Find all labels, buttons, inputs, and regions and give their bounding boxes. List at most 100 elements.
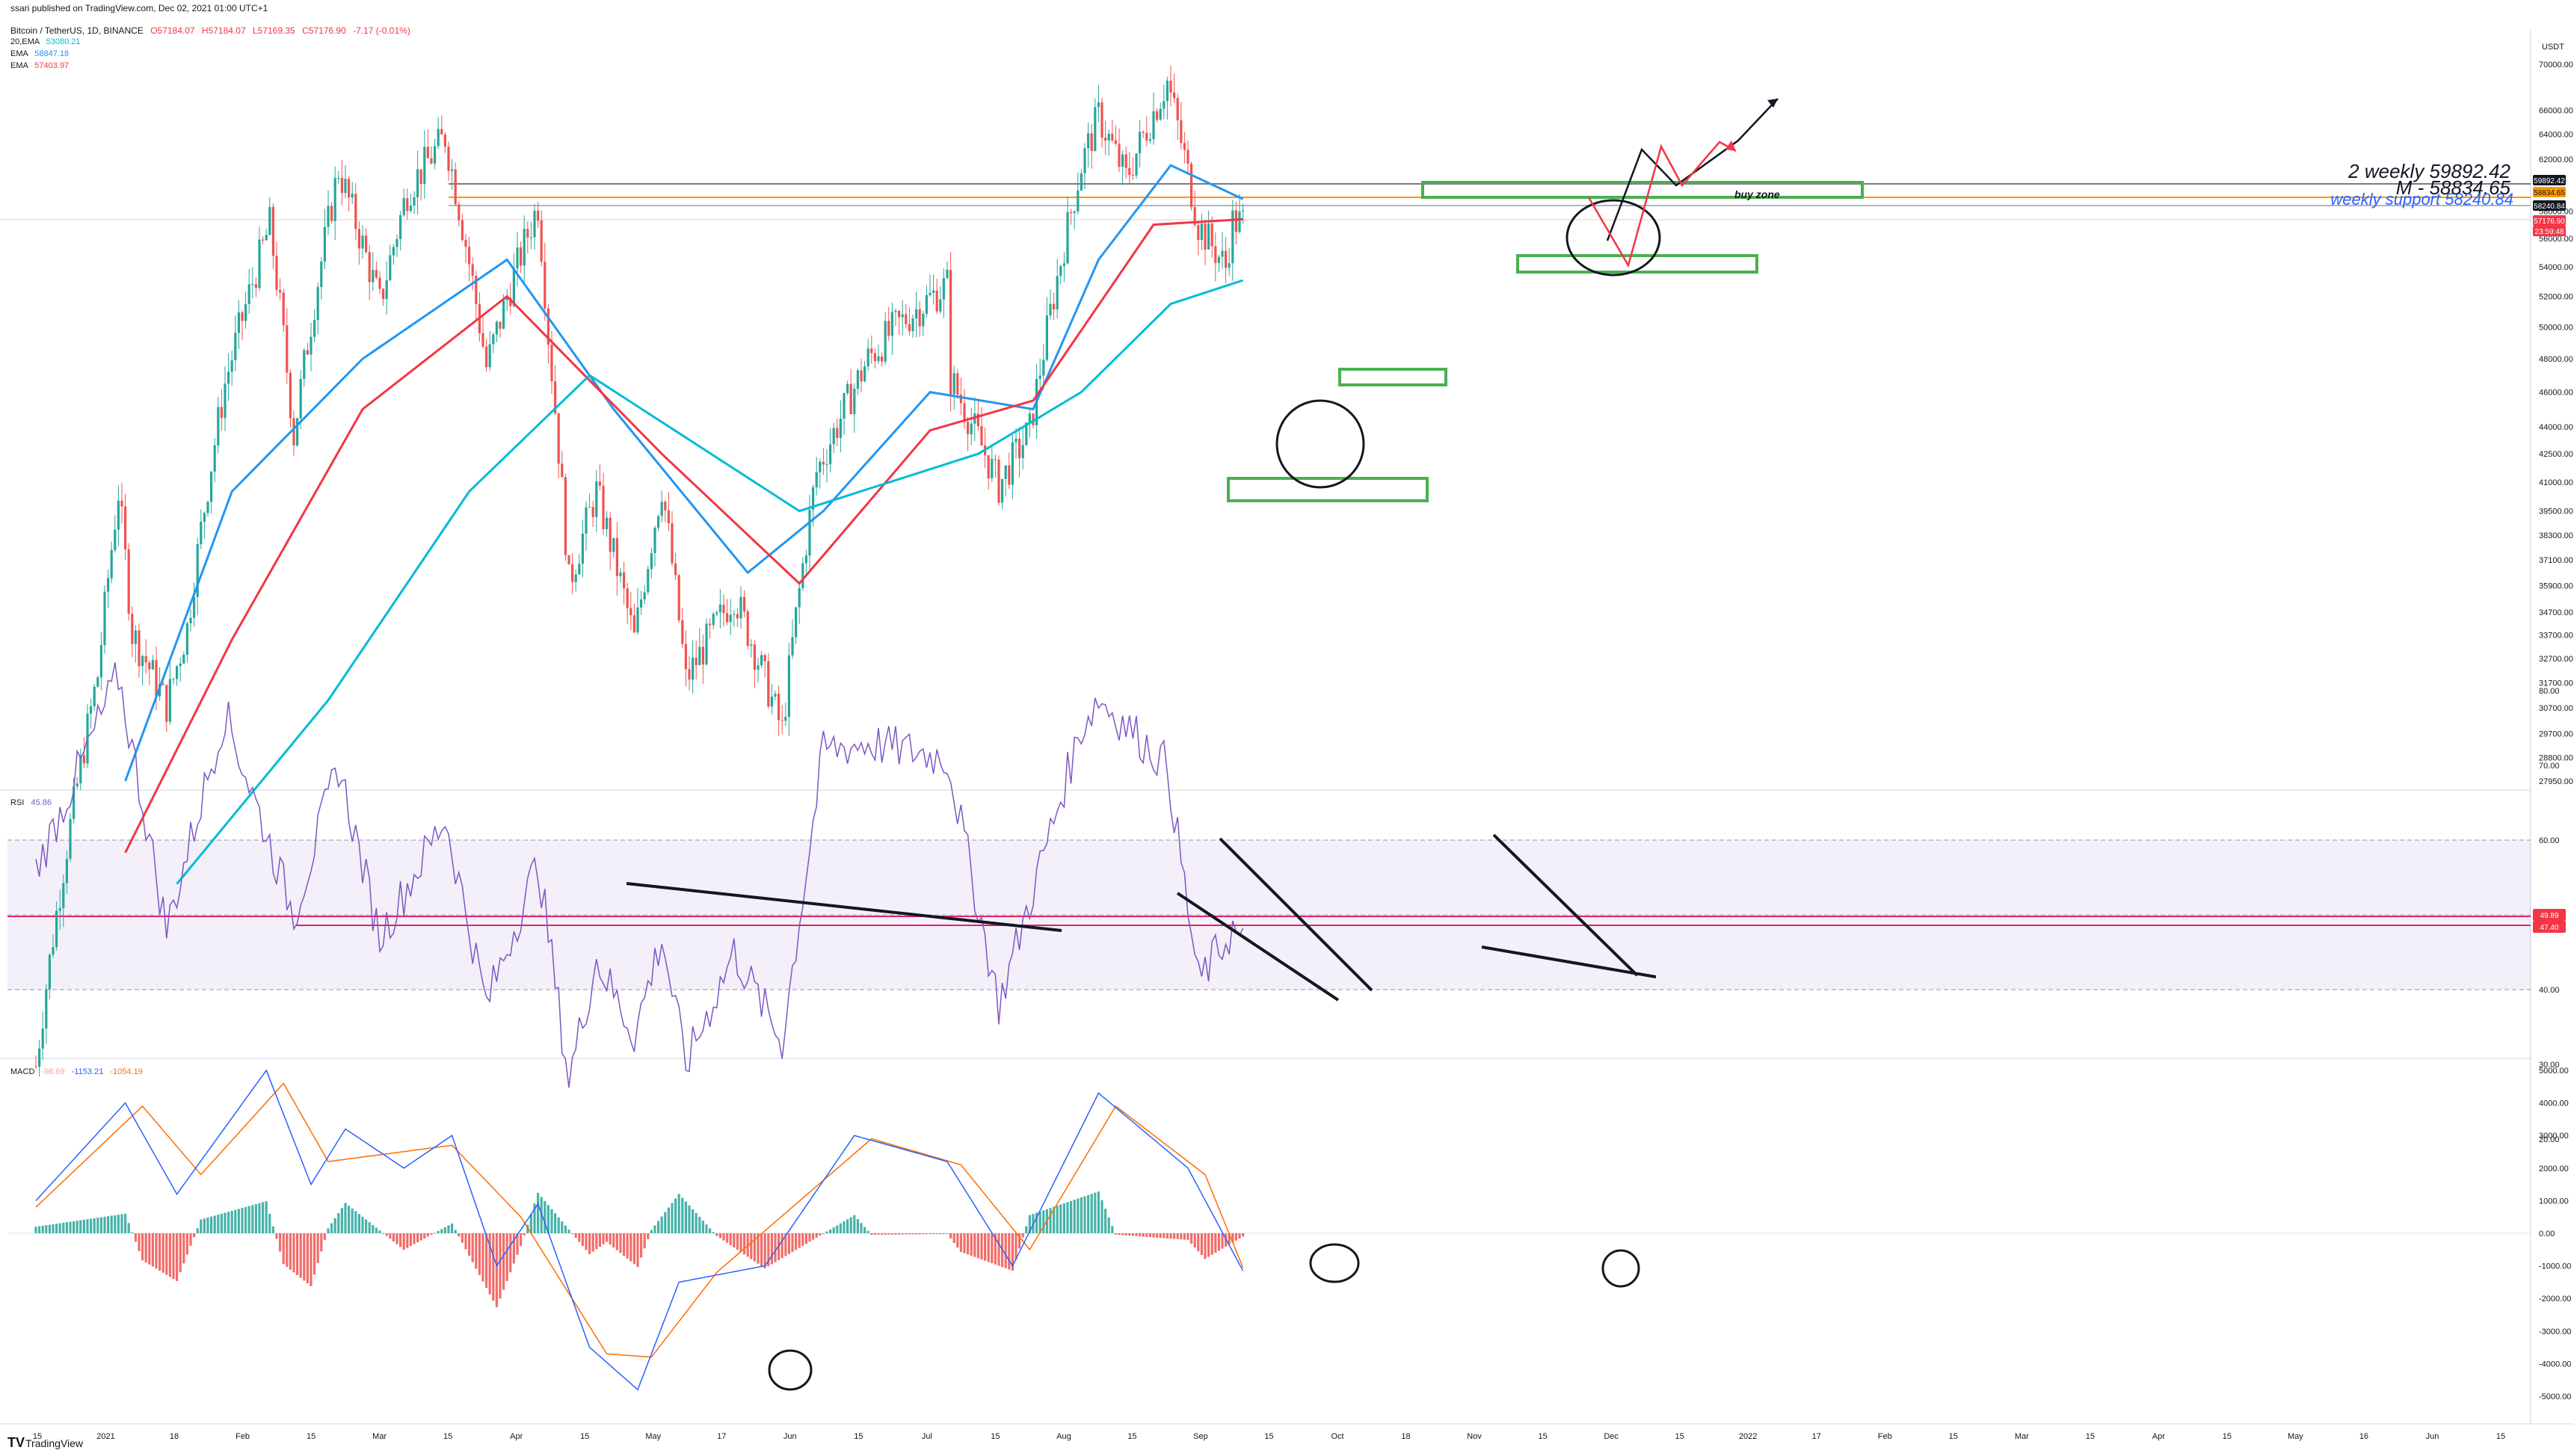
highlight-circle[interactable] xyxy=(1275,399,1365,489)
zone-box[interactable] xyxy=(1338,368,1447,386)
candle-body xyxy=(265,235,268,241)
candle-body xyxy=(1186,149,1189,164)
time-axis[interactable]: 15 2021 18 Feb 15 Mar 15 Apr 15 May 17 Jun 15 Jul 15 Au… xyxy=(33,1432,2505,1441)
macd-histogram-bar xyxy=(316,1233,319,1263)
price-tick-label: 46000.00 xyxy=(2539,389,2573,398)
macd-histogram-bar xyxy=(206,1217,209,1233)
ema-line[interactable] xyxy=(124,218,1243,854)
candle-body xyxy=(922,313,925,327)
highlight-circle[interactable] xyxy=(1601,1249,1640,1288)
macd-histogram-bar xyxy=(58,1223,61,1233)
macd-histogram-bar xyxy=(485,1233,488,1289)
time-tick-label: Apr xyxy=(2152,1432,2165,1441)
macd-histogram-bar xyxy=(76,1221,78,1233)
ema-line[interactable] xyxy=(124,164,1244,782)
indicator-legend-2[interactable]: EMA 57403.97 xyxy=(10,61,69,70)
macd-histogram-bar xyxy=(107,1216,110,1233)
macd-histogram-bar xyxy=(378,1230,381,1233)
candle-body xyxy=(247,284,250,304)
candle-body xyxy=(643,592,646,599)
macd-histogram-bar xyxy=(182,1233,185,1264)
candle-body xyxy=(168,679,171,722)
macd-histogram-bar xyxy=(578,1233,581,1242)
price-axis[interactable]: 27950.00 28800.00 29700.00 30700.00 31700.00… xyxy=(2539,61,2573,786)
rsi-trendline[interactable] xyxy=(1176,892,1340,1002)
indicator-legend-1[interactable]: EMA 58847.18 xyxy=(10,49,69,58)
macd-histogram-bar xyxy=(1197,1233,1200,1252)
macd-histogram-bar xyxy=(1176,1233,1179,1239)
macd-histogram-bar xyxy=(323,1233,326,1240)
macd-histogram-bar xyxy=(1025,1226,1028,1233)
candle-body xyxy=(413,197,416,206)
candle-body xyxy=(715,612,718,614)
highlight-circle[interactable] xyxy=(768,1349,813,1391)
projection-path-black[interactable] xyxy=(1606,98,1779,241)
macd-histogram-bar xyxy=(1193,1233,1196,1248)
candle-body xyxy=(894,310,897,312)
rsi-trendline[interactable] xyxy=(1481,946,1657,978)
macd-histogram-bar xyxy=(213,1215,216,1233)
macd-signal-line[interactable] xyxy=(35,1082,1244,1358)
macd-histogram-bar xyxy=(389,1233,392,1239)
price-tick-label: 52000.00 xyxy=(2539,293,2573,302)
macd-histogram-bar xyxy=(574,1233,577,1238)
rsi-value: 45.86 xyxy=(31,798,52,807)
macd-histogram-bar xyxy=(79,1220,82,1233)
candle-body xyxy=(939,299,942,312)
candle-body xyxy=(1217,256,1220,263)
candle-body xyxy=(96,677,99,687)
macd-histogram-bar xyxy=(918,1233,921,1235)
candle-body xyxy=(423,146,426,185)
candle-body xyxy=(365,235,368,253)
highlight-circle[interactable] xyxy=(1309,1243,1360,1283)
macd-tick-label: -5000.00 xyxy=(2539,1392,2571,1401)
macd-histogram-bar xyxy=(643,1233,646,1249)
buy-zone-box[interactable] xyxy=(1421,181,1864,199)
macd-histogram-bar xyxy=(1042,1210,1045,1233)
candle-body xyxy=(915,309,918,319)
ema-line[interactable] xyxy=(176,279,1244,885)
candle-body xyxy=(447,146,450,171)
rsi-trendline[interactable] xyxy=(1492,833,1639,977)
zone-box[interactable] xyxy=(1516,254,1758,274)
macd-histogram-bar xyxy=(677,1194,680,1233)
projection-path-red[interactable] xyxy=(1587,141,1737,268)
macd-histogram-bar xyxy=(48,1224,51,1233)
rsi-trendline[interactable] xyxy=(1219,837,1373,992)
candle-body xyxy=(161,684,164,685)
candle-body xyxy=(440,129,443,135)
macd-histogram-bar xyxy=(62,1222,65,1233)
highlight-circle[interactable] xyxy=(1565,199,1661,277)
candle-body xyxy=(79,755,82,784)
price-tick-label: 29700.00 xyxy=(2539,730,2573,739)
zone-box[interactable] xyxy=(1227,477,1429,502)
macd-histogram-bar xyxy=(829,1229,832,1233)
rsi-legend[interactable]: RSI 45.86 xyxy=(10,798,52,807)
candle-body xyxy=(739,596,742,619)
macd-histogram-bar xyxy=(767,1233,770,1267)
macd-histogram-bar xyxy=(275,1233,278,1239)
price-tick-label: 42500.00 xyxy=(2539,450,2573,459)
candle-body xyxy=(1238,211,1241,232)
candle-body xyxy=(488,344,491,368)
indicator-legend-0[interactable]: 20,EMA 53080.21 xyxy=(10,37,80,46)
rsi-line[interactable] xyxy=(35,662,1244,1088)
candle-body xyxy=(574,574,577,582)
candle-body xyxy=(189,617,192,623)
candle-body xyxy=(615,537,618,576)
macd-histogram-bar xyxy=(134,1233,137,1242)
rsi-trendline[interactable] xyxy=(626,882,1062,932)
macd-histogram-bar xyxy=(310,1233,312,1286)
time-tick-label: 15 xyxy=(307,1432,315,1441)
macd-axis[interactable]: -5000.00 -4000.00 -3000.00 -2000.00 -1000.00… xyxy=(2539,1067,2571,1401)
macd-histogram-bar xyxy=(227,1212,230,1233)
macd-histogram-bar xyxy=(808,1233,811,1242)
macd-histogram-bar xyxy=(271,1226,274,1233)
macd-histogram-bar xyxy=(908,1233,911,1235)
tradingview-logo-icon: TV xyxy=(7,1435,25,1450)
macd-histogram-bar xyxy=(299,1233,302,1278)
macd-legend[interactable]: MACD -98.69 -1153.21 -1054.19 xyxy=(10,1067,143,1076)
candle-body xyxy=(471,264,474,276)
macd-line[interactable] xyxy=(35,1069,1244,1391)
